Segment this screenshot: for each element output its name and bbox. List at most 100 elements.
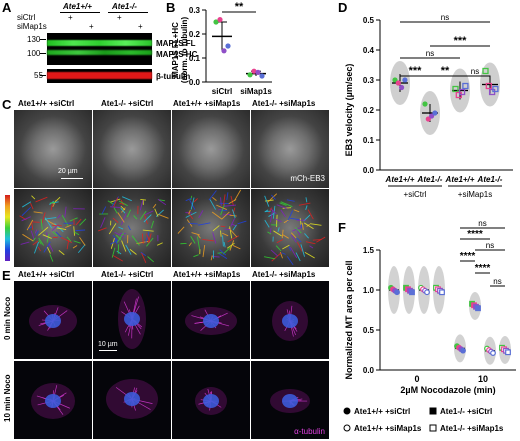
- band-map1s-fl: MAP1S FL: [156, 39, 196, 48]
- c-track: [26, 219, 34, 231]
- d-point: [429, 113, 435, 119]
- c-track: [224, 228, 231, 231]
- c-track: [222, 235, 224, 247]
- c-track: [122, 196, 132, 202]
- c-track: [212, 232, 217, 244]
- c-track: [208, 190, 217, 201]
- c-track: [111, 247, 116, 258]
- c-track: [282, 244, 290, 250]
- c-track: [185, 197, 192, 202]
- c-track: [264, 195, 270, 207]
- c-track: [79, 218, 87, 226]
- c-track: [276, 238, 284, 244]
- d-point: [485, 82, 492, 90]
- c-track: [101, 206, 107, 215]
- c-track: [154, 208, 159, 217]
- c-track: [275, 218, 282, 223]
- f-legend-marker: [429, 424, 437, 432]
- c-track: [307, 209, 314, 220]
- genotype-ko-label: Ate1-/-: [112, 2, 137, 11]
- c-track: [28, 226, 33, 230]
- f-ylabel: Normalized MT area per cell: [344, 260, 354, 379]
- c-track: [222, 232, 229, 237]
- c-track: [211, 255, 220, 258]
- c-track: [73, 240, 81, 244]
- c-track: [52, 231, 58, 236]
- c-track: [309, 245, 314, 249]
- c-track: [46, 246, 51, 254]
- c-track: [139, 200, 144, 211]
- c-track: [220, 230, 222, 237]
- e-header-4: Ate1-/- +siMap1s: [252, 270, 316, 279]
- c-track: [223, 194, 226, 206]
- f-ytick-label: 1.5: [363, 246, 375, 255]
- e-scale-label: 10 µm: [98, 341, 118, 348]
- c-track: [270, 208, 277, 215]
- d-point: [482, 67, 489, 75]
- c-track: [35, 230, 39, 236]
- c-track: [220, 204, 225, 215]
- d-sig-label: **: [441, 65, 450, 77]
- c-track: [146, 233, 151, 243]
- c-track: [110, 237, 115, 249]
- plus-1: +: [68, 13, 73, 22]
- c-track: [58, 249, 65, 256]
- b-ytick-label: 0.2: [189, 30, 201, 39]
- c-track: [112, 217, 119, 223]
- d-ytick-label: 0.2: [363, 106, 375, 115]
- f-point: [424, 289, 430, 296]
- c-track: [267, 193, 278, 203]
- c-track: [185, 211, 197, 218]
- c-track: [77, 244, 86, 254]
- f-ytick-label: 0.0: [363, 366, 375, 375]
- c-track: [143, 214, 152, 223]
- c-track: [271, 194, 276, 200]
- c-track: [64, 206, 67, 218]
- c-track: [193, 198, 198, 203]
- e-header-2: Ate1-/- +siCtrl: [101, 270, 154, 279]
- c-track: [32, 240, 39, 246]
- c-track: [305, 205, 308, 210]
- c-track: [140, 199, 146, 201]
- c-track: [38, 246, 41, 252]
- c-track: [113, 207, 118, 214]
- d-point: [402, 77, 408, 83]
- c-track: [219, 249, 227, 256]
- c-track: [30, 230, 35, 241]
- c-track: [264, 219, 270, 228]
- genotype-wt-label: Ate1+/+: [63, 2, 92, 11]
- c-track: [288, 246, 292, 251]
- c-track: [61, 215, 69, 227]
- e-probe-label: α-tubulin: [294, 427, 325, 436]
- c-track: [40, 218, 43, 230]
- c-track: [141, 252, 147, 263]
- c-track: [286, 199, 295, 202]
- c-track: [286, 256, 294, 266]
- c-track: [52, 200, 57, 208]
- c-track: [156, 242, 163, 246]
- panel-label-b: B: [166, 0, 176, 15]
- band-map1s-hc: MAP1S HC: [156, 50, 198, 59]
- c-track: [157, 213, 169, 219]
- c-track: [230, 195, 234, 206]
- c-track: [219, 209, 228, 212]
- c-track: [133, 215, 138, 220]
- c-track: [211, 211, 222, 220]
- c-img-r1-3: [172, 110, 250, 188]
- b-point: [247, 72, 253, 78]
- b-sig: **: [235, 1, 244, 13]
- d-point: [432, 110, 438, 116]
- c-track: [229, 214, 237, 217]
- d-point: [422, 101, 428, 107]
- c-track: [270, 210, 274, 223]
- e-nucleus: [282, 314, 298, 328]
- c-track: [198, 222, 211, 226]
- c-header-4: Ate1-/- +siMap1s: [252, 99, 316, 108]
- d-xlab-3: Ate1+/+: [445, 175, 475, 184]
- f-sig-label: ns: [493, 277, 501, 286]
- genotype-ko-rule: [108, 12, 148, 13]
- c-track: [120, 207, 126, 214]
- c-track: [110, 240, 118, 245]
- b-ytick-label: 0.3: [189, 6, 201, 15]
- c-scale-bar: [61, 178, 83, 179]
